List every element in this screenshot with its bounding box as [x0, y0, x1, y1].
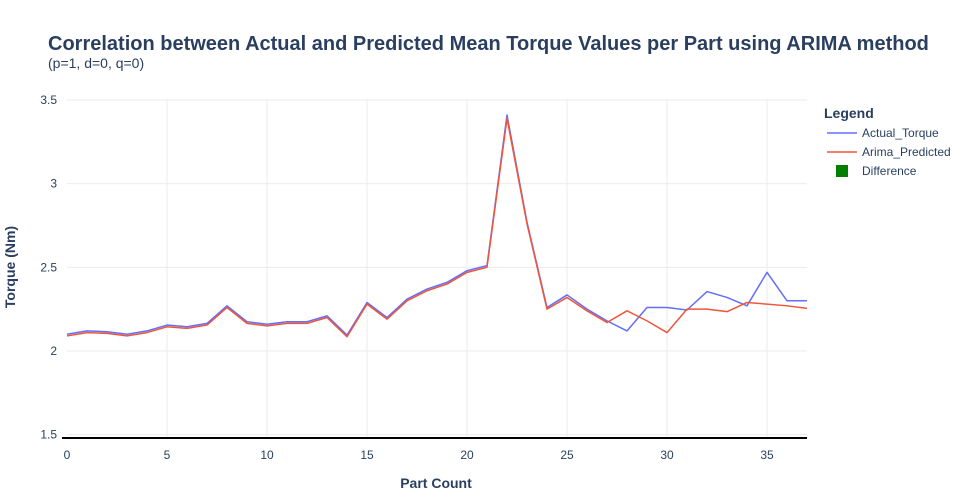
legend: Legend Actual_Torque Arima_Predicted Diffe… — [824, 105, 951, 178]
y-axis-title: Torque (Nm) — [2, 226, 18, 308]
y-tick-label: 2.5 — [40, 260, 57, 274]
x-tick-label: 0 — [64, 448, 71, 462]
legend-item-arima-predicted[interactable]: Arima_Predicted — [827, 145, 951, 159]
x-tick-label: 25 — [560, 448, 574, 462]
y-tick-label: 1.5 — [40, 428, 57, 442]
legend-item-difference[interactable]: Difference — [836, 164, 917, 178]
legend-swatch-square — [836, 165, 848, 177]
legend-title: Legend — [824, 105, 874, 121]
series-line-arima-predicted — [66, 117, 808, 338]
legend-label: Difference — [862, 164, 917, 178]
y-tick-label: 2 — [50, 344, 57, 358]
x-tick-label: 10 — [260, 448, 274, 462]
x-tick-label: 30 — [660, 448, 674, 462]
x-axis-title: Part Count — [400, 475, 472, 491]
gridlines — [67, 99, 807, 438]
legend-label: Actual_Torque — [862, 126, 939, 140]
y-tick-label: 3 — [50, 177, 57, 191]
legend-label: Arima_Predicted — [862, 145, 951, 159]
series-lines — [66, 114, 808, 338]
x-tick-label: 35 — [760, 448, 774, 462]
chart-title: Correlation between Actual and Predicted… — [48, 33, 929, 55]
x-tick-label: 15 — [360, 448, 374, 462]
y-tick-label: 3.5 — [40, 93, 57, 107]
tick-labels: 0 5 10 15 20 25 30 35 1.5 2 2.5 3 3.5 — [40, 93, 774, 462]
x-tick-label: 20 — [460, 448, 474, 462]
x-tick-label: 5 — [164, 448, 171, 462]
series-line-actual-torque — [66, 114, 807, 336]
legend-item-actual-torque[interactable]: Actual_Torque — [827, 126, 939, 140]
chart-subtitle: (p=1, d=0, q=0) — [48, 55, 144, 71]
